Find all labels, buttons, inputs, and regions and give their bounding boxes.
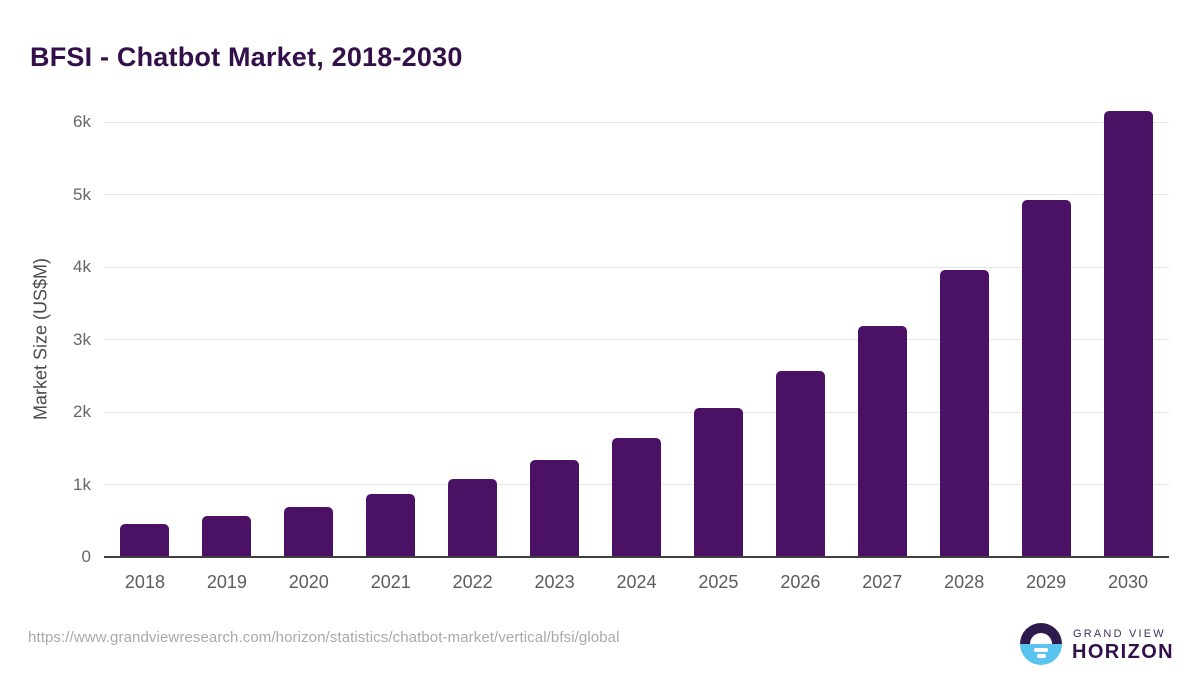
bar-2021[interactable] <box>366 494 416 557</box>
gridline <box>104 121 1169 123</box>
bar-2028[interactable] <box>939 270 989 557</box>
y-tick-label: 0 <box>81 547 91 566</box>
source-url: https://www.grandviewresearch.com/horizo… <box>28 629 620 646</box>
logo-brand-name: GRAND VIEW <box>1073 628 1166 640</box>
y-tick-label: 5k <box>73 184 91 204</box>
logo-sun-dome <box>1030 633 1052 644</box>
logo-reflection-bar <box>1036 654 1046 658</box>
x-tick-label: 2027 <box>862 572 903 592</box>
y-tick-label: 1k <box>73 474 91 494</box>
x-tick-label: 2024 <box>616 572 657 592</box>
chart-title: BFSI - Chatbot Market, 2018-2030 <box>30 42 463 73</box>
bar-2024[interactable] <box>612 437 661 557</box>
bar-2026[interactable] <box>775 371 825 557</box>
bar-2022[interactable] <box>448 479 498 557</box>
x-axis-line <box>104 556 1169 558</box>
bar-2025[interactable] <box>693 408 743 557</box>
bar-2018[interactable] <box>120 524 170 557</box>
gridline <box>104 194 1169 195</box>
x-tick-label: 2030 <box>1108 572 1149 592</box>
gridline <box>104 339 1169 340</box>
y-tick-label: 3k <box>73 329 91 349</box>
y-tick-label: 2k <box>73 402 91 421</box>
logo-product-name: HORIZON <box>1072 641 1175 663</box>
x-tick-label: 2025 <box>698 572 739 592</box>
y-tick-label: 4k <box>73 257 91 276</box>
logo-reflection-bar <box>1034 648 1048 652</box>
horizon-sunrise-icon <box>1020 623 1062 665</box>
x-tick-label: 2021 <box>370 572 411 592</box>
x-tick-label: 2023 <box>534 572 575 592</box>
x-tick-label: 2022 <box>452 572 493 592</box>
bar-2020[interactable] <box>284 506 334 557</box>
gridline <box>104 411 1169 413</box>
grand-view-horizon-logo: GRAND VIEW HORIZON <box>1020 622 1180 668</box>
x-tick-label: 2020 <box>288 572 329 592</box>
x-tick-label: 2018 <box>124 572 165 592</box>
x-tick-label: 2029 <box>1026 572 1067 592</box>
bar-2023[interactable] <box>530 459 580 557</box>
x-tick-label: 2026 <box>780 572 821 592</box>
bar-2027[interactable] <box>857 325 907 557</box>
y-tick-label: 6k <box>73 112 91 131</box>
bar-2030[interactable] <box>1103 111 1153 557</box>
x-tick-label: 2019 <box>206 572 247 592</box>
bar-2029[interactable] <box>1021 199 1071 557</box>
gridline <box>104 266 1169 268</box>
x-tick-label: 2028 <box>944 572 985 592</box>
bar-2019[interactable] <box>202 516 252 557</box>
